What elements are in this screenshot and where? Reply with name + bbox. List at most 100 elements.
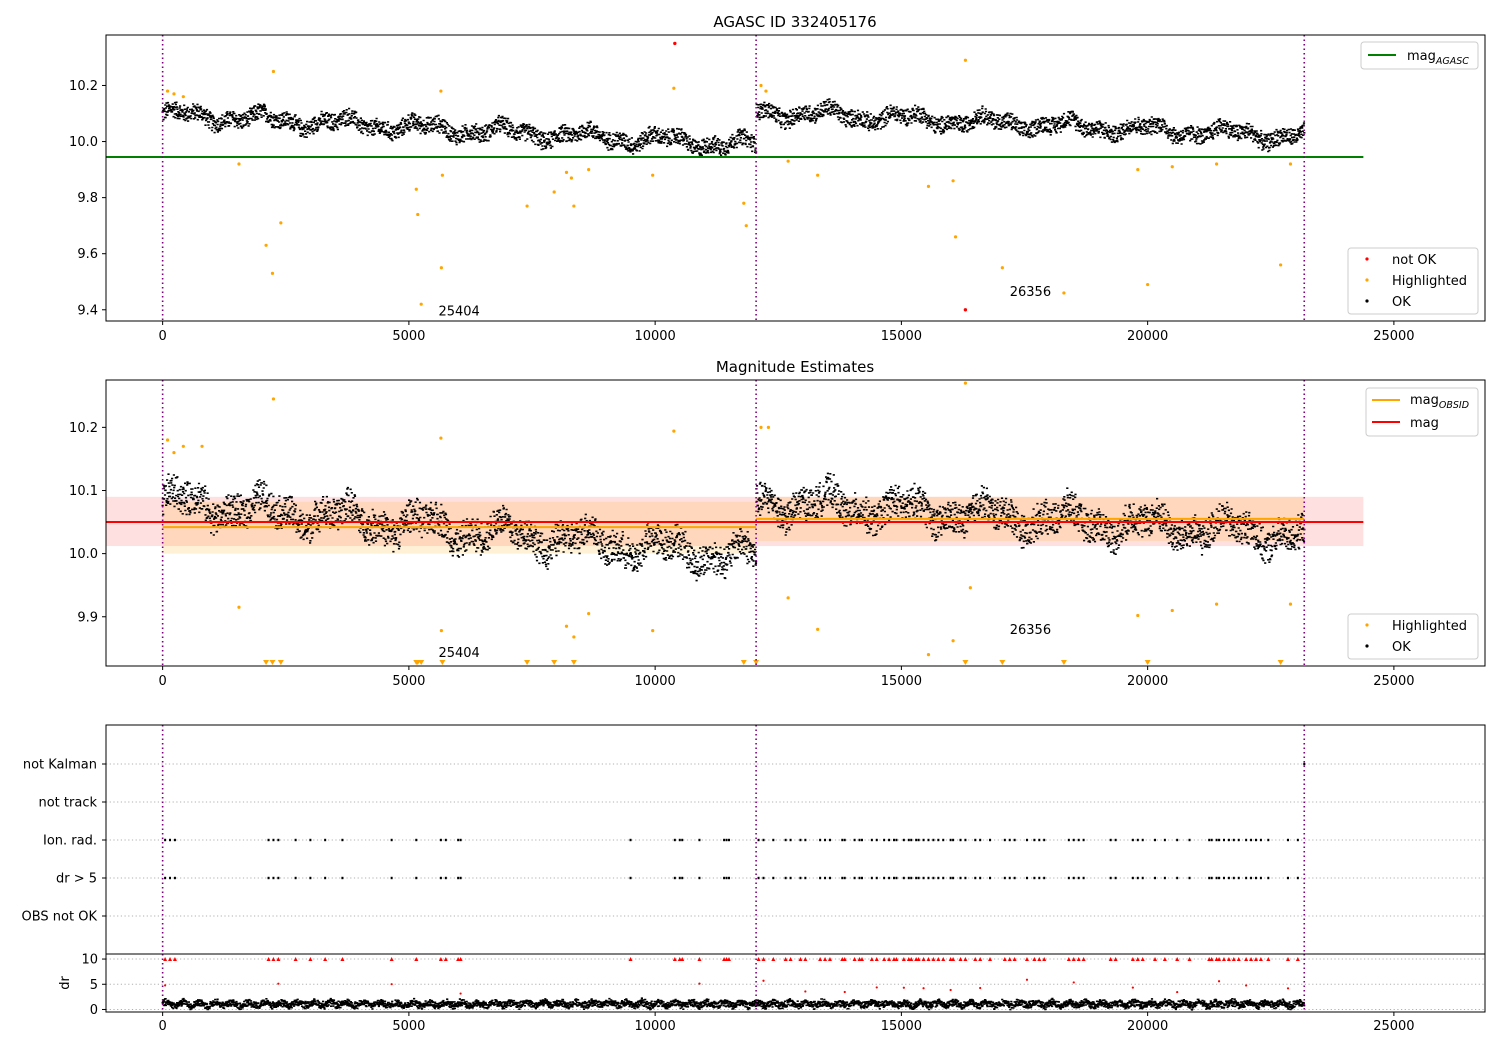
dr-gt-5-point — [1131, 876, 1134, 880]
legend-points-estimates: Highlighted OK — [1347, 613, 1479, 660]
dr-gt-5-point — [277, 876, 280, 880]
highlighted-point — [181, 95, 185, 99]
dr-clipped-marker — [803, 957, 808, 962]
ion-rad-point — [1227, 838, 1230, 842]
dr-gt-5-point — [1218, 876, 1221, 880]
dr-clipped-marker — [874, 957, 879, 962]
ion-rad-point — [1296, 838, 1299, 842]
legend-label-mag-agasc: magAGASC — [1407, 49, 1469, 67]
highlighted-point — [951, 639, 955, 643]
clipped-marker — [1144, 660, 1151, 665]
highlighted-point — [271, 397, 276, 401]
dr-clipped-marker — [1007, 957, 1012, 962]
clipped-marker — [740, 660, 747, 665]
ion-rad-point — [989, 838, 992, 842]
dr-clipped-marker — [931, 957, 936, 962]
dr-gt-5-point — [1267, 876, 1270, 880]
ion-rad-point — [1176, 838, 1179, 842]
dr-clipped-marker — [936, 957, 941, 962]
dr-clipped-marker — [926, 957, 931, 962]
dr-clipped-marker — [389, 957, 394, 962]
dr-high-point — [698, 982, 701, 985]
dr-clipped-marker — [921, 957, 926, 962]
dr-gt-5-point — [459, 876, 462, 880]
ion-rad-point — [1215, 838, 1218, 842]
dr-gt-5-point — [1163, 876, 1166, 880]
ion-rad-point — [309, 838, 312, 842]
ion-rad-point — [860, 838, 863, 842]
dr-high-point — [390, 983, 393, 986]
highlighted-point — [439, 629, 443, 633]
dr-gt-5-point — [439, 876, 442, 880]
highlighted-point — [951, 179, 955, 183]
highlighted-point — [1136, 613, 1140, 618]
dr-point-cloud — [161, 997, 1306, 1011]
dr-clipped-marker — [909, 957, 914, 962]
ion-rad-point — [1254, 838, 1257, 842]
ion-rad-point — [1114, 838, 1117, 842]
dr-gt-5-point — [1072, 876, 1075, 880]
highlighted-point — [1136, 167, 1140, 172]
ion-rad-point — [937, 838, 940, 842]
x-tick-label: 10000 — [634, 674, 675, 689]
ion-rad-point — [169, 838, 172, 842]
highlighted-point — [1279, 263, 1283, 267]
highlighted-point — [587, 167, 591, 172]
legend-mag-estimates: magOBSID mag — [1365, 387, 1479, 437]
dr-high-point — [459, 992, 462, 995]
dr-clipped-marker — [271, 957, 276, 962]
x-tick-label: 25000 — [1373, 674, 1414, 689]
ion-rad-point — [952, 838, 955, 842]
dr-clipped-marker — [628, 957, 633, 962]
dr-clipped-marker — [818, 957, 823, 962]
clipped-marker — [418, 660, 425, 665]
highlighted-point — [572, 635, 576, 639]
ion-rad-point — [907, 838, 910, 842]
highlighted-point — [1214, 602, 1219, 606]
dr-gt-5-point — [1296, 876, 1299, 880]
dr-high-point — [843, 990, 846, 994]
axes-frame-estimates — [105, 379, 1486, 667]
ion-rad-point — [723, 838, 726, 842]
dr-gt-5-point — [883, 876, 886, 880]
clipped-marker — [1060, 660, 1067, 665]
dr-gt-5-point — [895, 876, 898, 880]
ion-rad-point — [324, 838, 327, 842]
dr-clipped-marker — [163, 957, 168, 962]
ion-rad-point — [942, 838, 945, 842]
flag-row-label: dr > 5 — [56, 872, 97, 887]
dr-gt-5-point — [917, 876, 920, 880]
ion-rad-point — [819, 838, 822, 842]
dr-clipped-marker — [1162, 957, 1167, 962]
dr-clipped-marker — [941, 957, 946, 962]
dr-clipped-marker — [276, 957, 281, 962]
highlighted-point — [271, 69, 276, 74]
ion-rad-point — [267, 838, 270, 842]
dr-gt-5-point — [169, 876, 172, 880]
dr-clipped-marker — [266, 957, 271, 962]
clipped-marker — [551, 660, 558, 665]
ion-rad-point — [910, 838, 913, 842]
flag-row-label: OBS not OK — [22, 910, 98, 925]
highlighted-point — [237, 162, 241, 166]
axes-frame-dr — [105, 953, 1486, 1013]
dr-gt-5-point — [341, 876, 344, 880]
ion-rad-point — [294, 838, 297, 842]
dr-clipped-marker — [958, 957, 963, 962]
dr-clipped-marker — [1042, 957, 1047, 962]
y-tick-label: 10.0 — [69, 547, 98, 562]
x-tick-label: 0 — [158, 674, 166, 689]
axes-frame-agasc — [105, 34, 1486, 322]
dr-high-point — [875, 986, 878, 989]
dr-gt-5-point — [698, 876, 701, 880]
dr-gt-5-point — [1008, 876, 1011, 880]
y-tick-label: 0 — [90, 1003, 98, 1018]
ion-rad-point — [888, 838, 891, 842]
highlighted-point — [564, 170, 569, 174]
obsid-subscript: OBSID — [1439, 400, 1469, 411]
dr-gt-5-point — [915, 876, 918, 880]
y-tick-label: 9.9 — [77, 610, 98, 625]
dr-clipped-marker — [1108, 957, 1113, 962]
legend-label-mag-obsid: magOBSID — [1410, 393, 1469, 411]
dr-clipped-marker — [869, 957, 874, 962]
